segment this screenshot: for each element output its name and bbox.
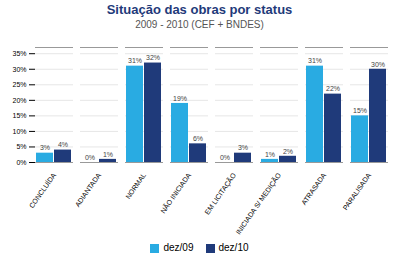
svg-text:15%: 15% xyxy=(353,107,367,114)
svg-text:1%: 1% xyxy=(103,151,113,158)
svg-text:30%: 30% xyxy=(12,65,26,72)
svg-text:4%: 4% xyxy=(58,141,68,148)
svg-text:1%: 1% xyxy=(265,151,275,158)
svg-text:25%: 25% xyxy=(12,81,26,88)
svg-text:19%: 19% xyxy=(173,95,187,102)
svg-text:2%: 2% xyxy=(283,148,293,155)
svg-text:INICIADA S/ MEDIÇÃO: INICIADA S/ MEDIÇÃO xyxy=(234,171,284,237)
svg-text:5%: 5% xyxy=(16,143,26,150)
svg-text:6%: 6% xyxy=(193,135,203,142)
svg-text:PARALISADA: PARALISADA xyxy=(341,171,372,211)
svg-text:22%: 22% xyxy=(326,85,340,92)
html-text:dez/09: dez/09 xyxy=(163,242,194,253)
html-text:Situação das obras por status: Situação das obras por status xyxy=(106,2,293,17)
svg-text:3%: 3% xyxy=(40,144,50,151)
html-text:2009 - 2010 (CEF + BNDES): 2009 - 2010 (CEF + BNDES) xyxy=(135,19,264,30)
svg-text:EM LICITAÇÃO: EM LICITAÇÃO xyxy=(203,171,239,217)
svg-text:35%: 35% xyxy=(12,50,26,57)
svg-text:32%: 32% xyxy=(146,54,160,61)
svg-text:15%: 15% xyxy=(12,112,26,119)
svg-text:ATRASADA: ATRASADA xyxy=(300,171,327,206)
svg-text:31%: 31% xyxy=(128,57,142,64)
svg-text:10%: 10% xyxy=(12,128,26,135)
svg-text:NÃO INICIADA: NÃO INICIADA xyxy=(158,171,192,215)
svg-text:CONCLUÍDA: CONCLUÍDA xyxy=(27,171,57,210)
html-text:dez/10: dez/10 xyxy=(218,242,249,253)
svg-text:NORMAL: NORMAL xyxy=(124,172,147,201)
svg-text:20%: 20% xyxy=(12,97,26,104)
svg-text:31%: 31% xyxy=(308,57,322,64)
svg-text:0%: 0% xyxy=(16,159,26,166)
svg-text:ADIANTADA: ADIANTADA xyxy=(74,171,103,208)
svg-text:0%: 0% xyxy=(85,154,95,161)
svg-text:3%: 3% xyxy=(238,144,248,151)
svg-text:30%: 30% xyxy=(371,60,385,67)
svg-text:0%: 0% xyxy=(220,154,230,161)
